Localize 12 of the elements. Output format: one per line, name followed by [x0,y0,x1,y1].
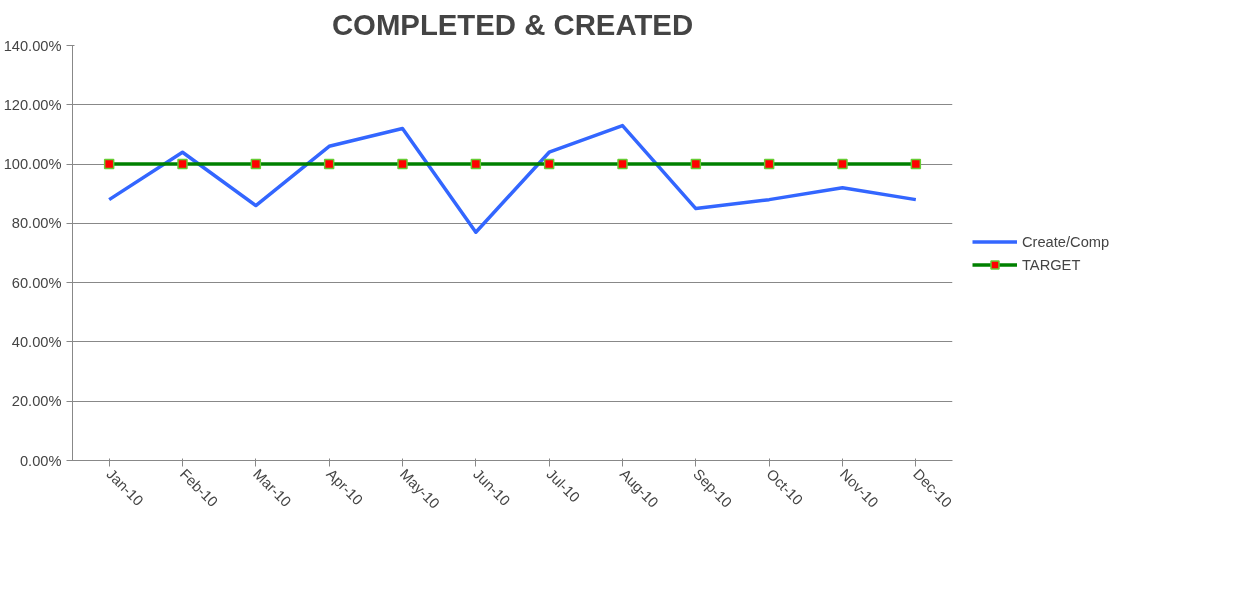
y-tick-label: 0.00% [19,452,62,469]
y-tick-label: 20.00% [11,393,62,410]
chart-title: COMPLETED & CREATED [331,7,694,41]
legend-label: TARGET [1022,256,1082,272]
y-tick-label: 40.00% [11,333,62,350]
legend-label: Create/Comp [1022,233,1111,249]
y-tick-label: 100.00% [3,156,62,173]
line-series [107,123,918,234]
y-tick-label: 140.00% [3,37,62,54]
y-tick-label: 80.00% [11,215,62,232]
y-tick-label: 120.00% [3,96,62,113]
y-tick-label: 60.00% [11,274,62,291]
